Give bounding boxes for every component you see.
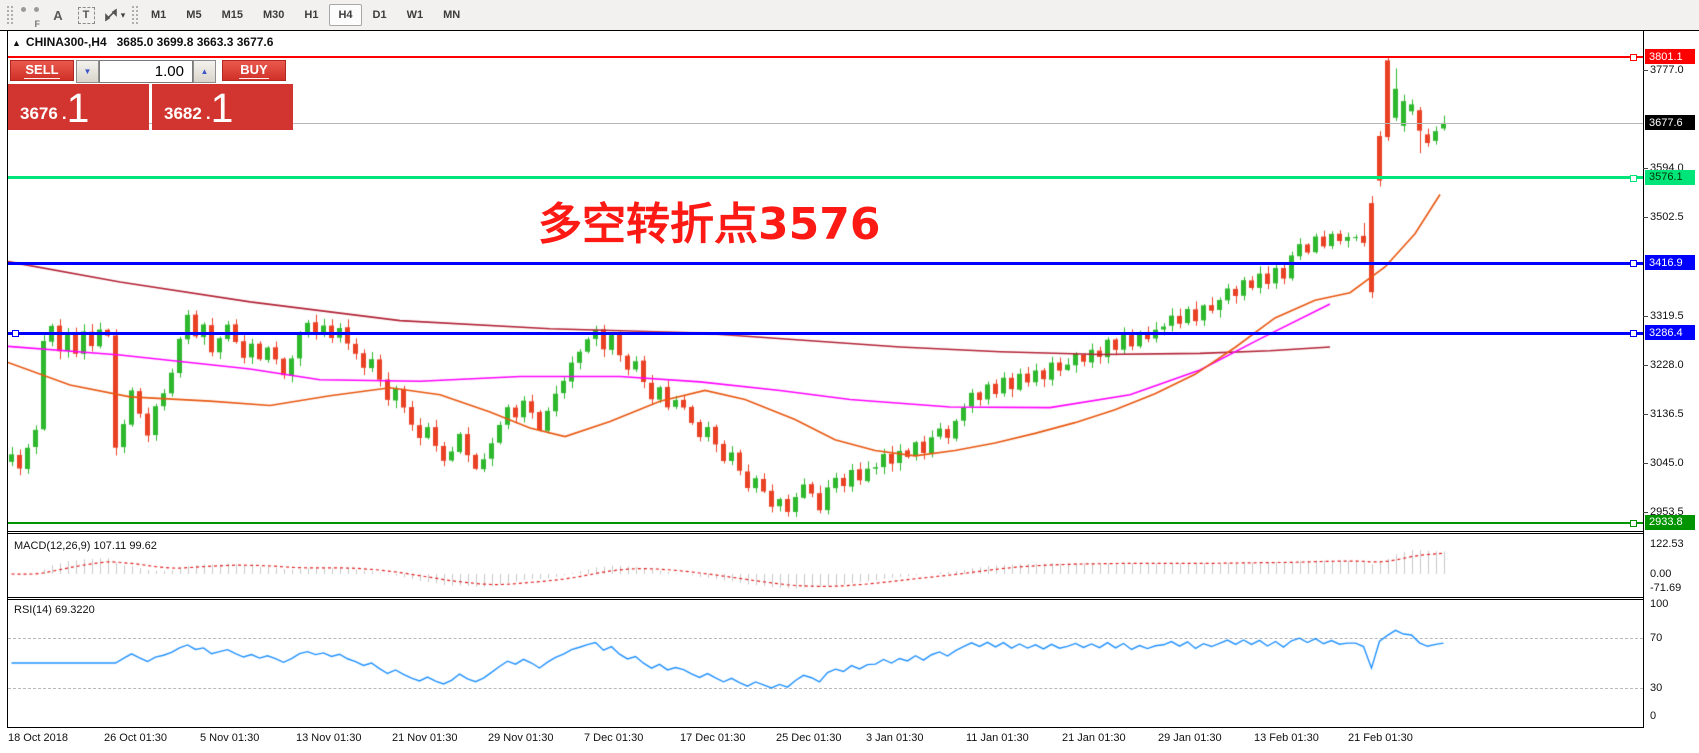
date-axis-label[interactable]: 13 Feb 01:30: [1254, 732, 1319, 744]
text-box-icon[interactable]: T: [73, 3, 99, 27]
toolbar: F A T ▾ M1 M5 M15 M30 H1 H4 D1 W1 MN: [0, 0, 1699, 30]
timeframe-bar: M1 M5 M15 M30 H1 H4 D1 W1 MN: [141, 4, 470, 26]
toolbar-grip[interactable]: [6, 5, 13, 25]
line-handle[interactable]: [1630, 330, 1637, 338]
chart-text-annotation: 多空转折点3576: [538, 199, 881, 250]
timeframe-button-m1[interactable]: M1: [151, 9, 167, 21]
macd-panel-bottom-border[interactable]: [7, 597, 1644, 598]
dropdown-caret-icon: ▾: [120, 9, 126, 20]
hline-support-3286.4[interactable]: [8, 331, 1643, 335]
timeframe-button-d1[interactable]: D1: [372, 9, 387, 21]
macd-canvas[interactable]: [8, 534, 1643, 597]
price-tick: [1643, 315, 1648, 317]
crosshair-arrows-icon[interactable]: ▾: [101, 3, 127, 27]
hline-support-2933.8[interactable]: [8, 521, 1643, 524]
date-axis-label[interactable]: 25 Dec 01:30: [776, 732, 842, 744]
timeframe-button-m30[interactable]: M30: [262, 9, 285, 21]
hline-support-3416.9[interactable]: [8, 261, 1643, 265]
price-badge-3576.1: 3576.1: [1645, 169, 1695, 185]
timeframe-button-mn[interactable]: MN: [443, 9, 461, 21]
main-panel-bottom-border[interactable]: [7, 531, 1644, 532]
rsi-axis-label: 100: [1650, 598, 1669, 610]
buy-price-display[interactable]: 3682. 1: [152, 84, 293, 130]
volume-input[interactable]: [99, 60, 193, 83]
price-badge-3801.1: 3801.1: [1645, 49, 1695, 65]
text-label-icon[interactable]: A: [53, 7, 63, 23]
date-axis-label[interactable]: 18 Oct 2018: [8, 732, 68, 744]
plot-right-border[interactable]: [1643, 31, 1644, 728]
macd-axis-label: 0.00: [1650, 568, 1672, 580]
price-tick: [1643, 70, 1648, 71]
date-axis-label[interactable]: 29 Jan 01:30: [1158, 732, 1222, 744]
price-tick-label[interactable]: 3777.0: [1650, 64, 1684, 76]
timeframe-button-h4[interactable]: H4: [329, 4, 362, 26]
line-handle[interactable]: [1630, 260, 1637, 268]
timeframe-button-w1[interactable]: W1: [406, 9, 424, 21]
date-axis-label[interactable]: 17 Dec 01:30: [680, 732, 746, 744]
timeframe-button-h1[interactable]: H1: [304, 9, 319, 21]
price-tick-label[interactable]: 3136.5: [1650, 407, 1684, 420]
price-badge-3286.4: 3286.4: [1645, 325, 1695, 341]
volume-decrease-button[interactable]: ▼: [76, 60, 99, 83]
price-tick: [1643, 512, 1648, 513]
date-axis-label[interactable]: 21 Jan 01:30: [1062, 732, 1126, 744]
toolbar-separator: [131, 5, 138, 25]
price-tick: [1643, 413, 1648, 415]
date-axis-label[interactable]: 3 Jan 01:30: [866, 732, 924, 744]
price-badge-3677.6: 3677.6: [1645, 115, 1695, 131]
rsi-panel-top-border: [7, 599, 1644, 600]
line-handle[interactable]: [1630, 54, 1637, 62]
macd-panel-top-border: [7, 533, 1644, 534]
window-top-border: [0, 30, 1699, 31]
macd-axis-label: 122.53: [1650, 538, 1684, 550]
rsi-axis-label: 30: [1650, 682, 1663, 694]
rsi-axis-label: 70: [1650, 632, 1663, 644]
hline-current-price-3677.6: [8, 122, 1643, 124]
price-tick: [1643, 364, 1648, 366]
date-axis-label[interactable]: 21 Nov 01:30: [392, 732, 458, 744]
price-badge-3416.9: 3416.9: [1645, 255, 1695, 271]
line-handle[interactable]: [1630, 519, 1637, 527]
plot-left-border: [7, 31, 8, 728]
timeframe-button-m5[interactable]: M5: [186, 9, 202, 21]
indicators-grid-icon[interactable]: F: [17, 3, 43, 29]
macd-axis-label: -71.69: [1650, 582, 1682, 594]
line-handle[interactable]: [12, 330, 19, 338]
date-axis-label[interactable]: 26 Oct 01:30: [104, 732, 167, 744]
price-tick: [1643, 462, 1648, 464]
date-axis-label[interactable]: 13 Nov 01:30: [296, 732, 362, 744]
date-axis-label[interactable]: 29 Nov 01:30: [488, 732, 554, 744]
hline-pivot-level-3576.1[interactable]: [8, 176, 1643, 180]
price-badge-2933.8: 2933.8: [1645, 514, 1695, 530]
volume-increase-button[interactable]: ▲: [193, 60, 216, 83]
date-axis-label[interactable]: 11 Jan 01:30: [966, 732, 1029, 744]
price-tick-label[interactable]: 3502.5: [1650, 211, 1684, 224]
sell-button[interactable]: SELL: [10, 60, 74, 81]
price-tick-label[interactable]: 3319.5: [1650, 309, 1684, 322]
sell-price-display[interactable]: 3676. 1: [8, 84, 149, 130]
rsi-axis-label: 0: [1650, 710, 1657, 722]
hline-resistance-3801.1[interactable]: [8, 56, 1643, 59]
price-tick: [1643, 217, 1648, 219]
price-tick-label[interactable]: 3228.0: [1650, 358, 1684, 371]
date-axis-label[interactable]: 7 Dec 01:30: [584, 732, 644, 744]
rsi-canvas[interactable]: [8, 600, 1643, 727]
date-axis-label[interactable]: 21 Feb 01:30: [1348, 732, 1413, 744]
date-axis-label[interactable]: 5 Nov 01:30: [200, 732, 260, 744]
timeframe-button-m15[interactable]: M15: [221, 9, 243, 21]
buy-button[interactable]: BUY: [222, 60, 286, 81]
price-tick: [1643, 168, 1648, 170]
line-handle[interactable]: [1630, 174, 1637, 182]
price-tick-label[interactable]: 3045.0: [1650, 456, 1684, 469]
rsi-panel-bottom-border: [7, 727, 1644, 728]
